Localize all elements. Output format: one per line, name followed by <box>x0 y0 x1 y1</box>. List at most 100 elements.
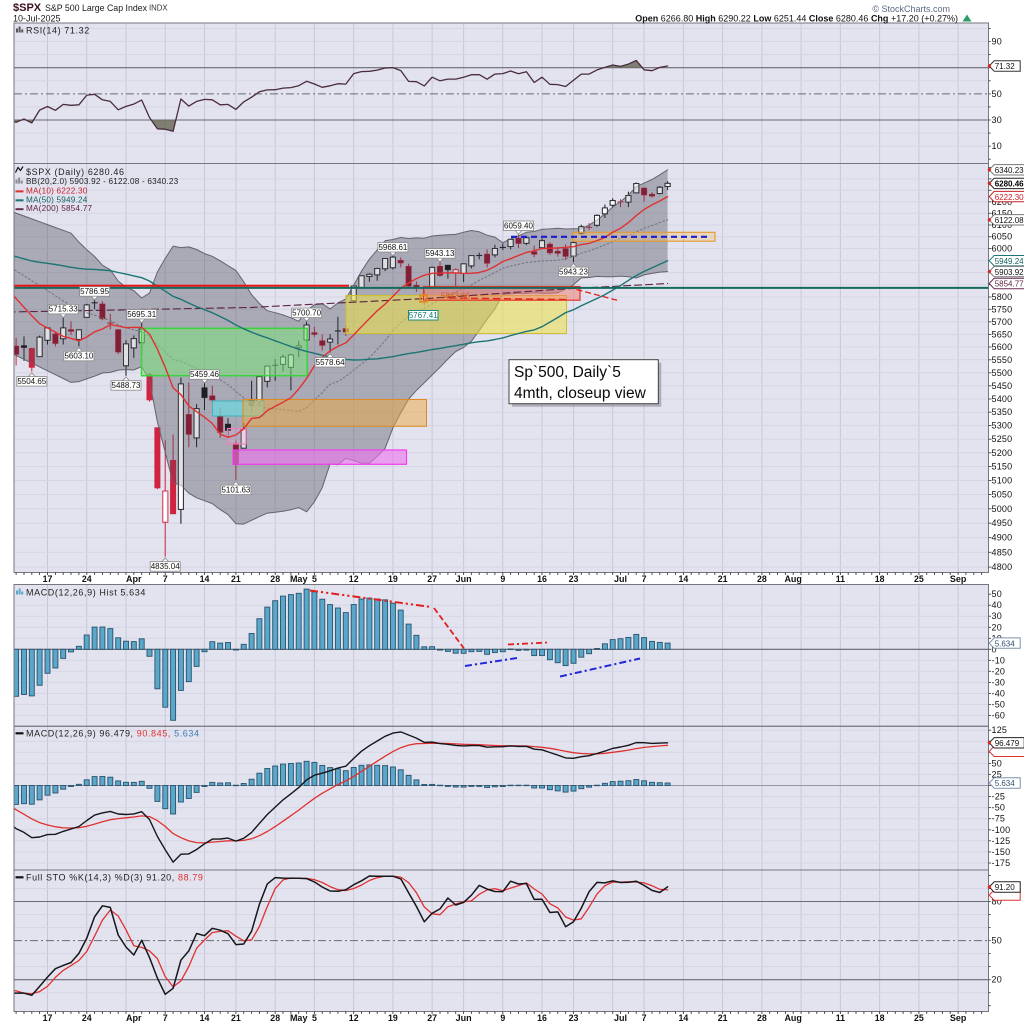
svg-text:5250: 5250 <box>992 434 1013 444</box>
svg-text:5: 5 <box>312 1013 317 1023</box>
svg-text:5578.64: 5578.64 <box>316 358 345 367</box>
svg-text:6280.46: 6280.46 <box>995 180 1024 189</box>
svg-text:4850: 4850 <box>992 547 1013 557</box>
svg-text:5949.24: 5949.24 <box>995 257 1024 266</box>
svg-text:20: 20 <box>992 622 1002 632</box>
svg-text:Jul: Jul <box>614 574 627 584</box>
svg-text:4835.04: 4835.04 <box>151 562 180 571</box>
svg-text:25: 25 <box>914 574 924 584</box>
svg-text:17: 17 <box>43 1013 53 1023</box>
svg-text:5300: 5300 <box>992 421 1013 431</box>
svg-text:5786.95: 5786.95 <box>80 287 109 296</box>
svg-text:5800: 5800 <box>992 292 1013 302</box>
svg-text:96.479: 96.479 <box>995 739 1020 748</box>
svg-text:MACD(12,26,9) Hist 5.634: MACD(12,26,9) Hist 5.634 <box>26 588 146 598</box>
svg-text:May: May <box>290 1013 308 1023</box>
svg-text:$SPX: $SPX <box>13 2 42 14</box>
svg-text:23: 23 <box>569 1013 579 1023</box>
svg-text:90: 90 <box>992 37 1002 47</box>
svg-text:-100: -100 <box>992 825 1011 835</box>
svg-text:MA(50) 5949.24: MA(50) 5949.24 <box>26 195 88 204</box>
svg-text:21: 21 <box>718 1013 728 1023</box>
svg-text:28: 28 <box>757 1013 767 1023</box>
svg-text:30: 30 <box>992 611 1002 621</box>
svg-text:5715.33: 5715.33 <box>49 305 78 314</box>
svg-text:5767.41: 5767.41 <box>409 311 438 320</box>
svg-text:6150: 6150 <box>992 208 1013 218</box>
svg-text:40: 40 <box>992 600 1002 610</box>
svg-text:14: 14 <box>679 1013 689 1023</box>
svg-text:5000: 5000 <box>992 504 1013 514</box>
svg-text:Jun: Jun <box>456 574 472 584</box>
svg-text:5968.61: 5968.61 <box>378 243 407 252</box>
svg-text:9: 9 <box>500 1013 505 1023</box>
svg-text:14: 14 <box>679 574 689 584</box>
svg-text:91.20: 91.20 <box>995 883 1016 892</box>
svg-text:S&P 500 Large Cap Index: S&P 500 Large Cap Index <box>45 3 148 13</box>
svg-text:25: 25 <box>992 769 1002 779</box>
svg-text:5450: 5450 <box>992 381 1013 391</box>
svg-text:10: 10 <box>992 141 1002 151</box>
svg-text:Sp`500, Daily`5: Sp`500, Daily`5 <box>514 364 621 381</box>
svg-text:5504.65: 5504.65 <box>17 377 46 386</box>
svg-text:50: 50 <box>992 89 1002 99</box>
svg-text:5750: 5750 <box>992 304 1013 314</box>
svg-text:5943.13: 5943.13 <box>426 249 455 258</box>
svg-text:50: 50 <box>992 936 1002 946</box>
svg-text:5854.77: 5854.77 <box>995 280 1024 289</box>
svg-text:Full STO %K(14,3) %D(3) 91.20,: Full STO %K(14,3) %D(3) 91.20, 88.79 <box>26 872 204 882</box>
svg-text:14: 14 <box>200 1013 210 1023</box>
svg-text:19: 19 <box>388 1013 398 1023</box>
svg-text:5550: 5550 <box>992 355 1013 365</box>
svg-text:-60: -60 <box>992 710 1006 720</box>
svg-text:-50: -50 <box>992 803 1006 813</box>
svg-text:May: May <box>290 574 308 584</box>
svg-text:Jul: Jul <box>614 1013 627 1023</box>
svg-text:RSI(14) 71.32: RSI(14) 71.32 <box>26 26 90 36</box>
svg-text:11: 11 <box>836 574 845 584</box>
svg-text:-175: -175 <box>992 858 1011 868</box>
svg-text:6122.08: 6122.08 <box>995 216 1024 225</box>
svg-text:27: 27 <box>427 1013 437 1023</box>
svg-text:MA(10) 6222.30: MA(10) 6222.30 <box>26 186 88 195</box>
svg-text:5488.73: 5488.73 <box>112 381 141 390</box>
svg-text:5400: 5400 <box>992 394 1013 404</box>
svg-text:5500: 5500 <box>992 368 1013 378</box>
svg-text:0: 0 <box>992 644 997 654</box>
svg-text:71.32: 71.32 <box>995 62 1016 71</box>
svg-text:4mth, closeup view: 4mth, closeup view <box>514 385 647 402</box>
svg-text:20: 20 <box>992 975 1002 985</box>
svg-text:18: 18 <box>875 1013 885 1023</box>
svg-text:4900: 4900 <box>992 533 1013 543</box>
svg-text:5150: 5150 <box>992 462 1013 472</box>
svg-text:5350: 5350 <box>992 407 1013 417</box>
svg-text:17: 17 <box>43 574 53 584</box>
svg-text:Apr: Apr <box>126 1013 142 1023</box>
svg-text:5100: 5100 <box>992 476 1013 486</box>
svg-text:INDX: INDX <box>149 4 168 13</box>
svg-text:-50: -50 <box>992 699 1006 709</box>
svg-text:30: 30 <box>992 115 1002 125</box>
svg-text:BB(20,2.0) 5903.92 - 6122.08 -: BB(20,2.0) 5903.92 - 6122.08 - 6340.23 <box>26 177 179 186</box>
svg-text:5.634: 5.634 <box>995 639 1016 648</box>
svg-text:27: 27 <box>427 574 437 584</box>
svg-text:24: 24 <box>82 1013 92 1023</box>
svg-text:5050: 5050 <box>992 490 1013 500</box>
svg-text:80: 80 <box>992 897 1002 907</box>
svg-text:5101.63: 5101.63 <box>221 485 250 494</box>
svg-text:5459.46: 5459.46 <box>190 370 219 379</box>
svg-text:5843.66: 5843.66 <box>441 291 470 300</box>
svg-text:© StockCharts.com: © StockCharts.com <box>872 4 950 14</box>
svg-text:6050: 6050 <box>992 232 1013 242</box>
svg-text:5943.23: 5943.23 <box>559 267 588 276</box>
svg-text:14: 14 <box>200 574 210 584</box>
svg-text:5: 5 <box>312 574 317 584</box>
svg-text:50: 50 <box>992 758 1002 768</box>
svg-text:12: 12 <box>349 574 359 584</box>
svg-text:16: 16 <box>537 1013 547 1023</box>
svg-text:5.634: 5.634 <box>995 779 1016 788</box>
svg-text:6000: 6000 <box>992 244 1013 254</box>
svg-text:-30: -30 <box>992 677 1006 687</box>
svg-text:Aug: Aug <box>784 1013 802 1023</box>
svg-text:21: 21 <box>718 574 728 584</box>
